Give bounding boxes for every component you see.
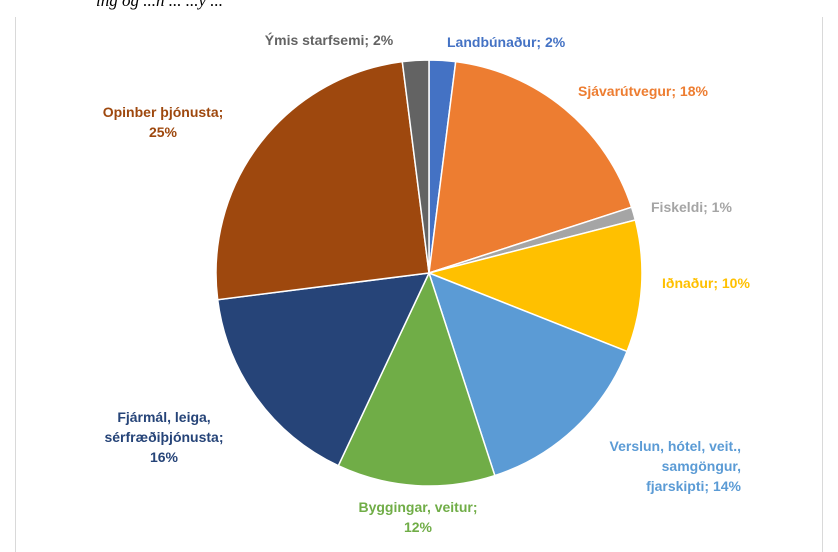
slice-label-opinber-jonusta: Opinber þjónusta; 25% [103, 104, 224, 140]
slice-label-landbuna-ur: Landbúnaður; 2% [447, 34, 566, 50]
slice-label-byggingar-veitur: Byggingar, veitur; 12% [358, 499, 477, 535]
pie-labels: Landbúnaður; 2% Sjávarútvegur; 18% Fiskeld… [103, 31, 751, 535]
pie-slice-sjavarutvegur [428, 60, 633, 275]
pie-slice-opinber-jonusta [215, 60, 430, 301]
chart-frame [15, 17, 823, 552]
pie-slices [215, 59, 643, 487]
chart-caption: ing og ...n ... ...ý ... [96, 0, 224, 10]
slice-label-ymis-starfsemi: Ýmis starfsemi; 2% [265, 31, 394, 48]
pie-slice-byggingar-veitur [337, 270, 496, 487]
slice-label-sjavarutvegur: Sjávarútvegur; 18% [578, 83, 708, 99]
pie-slice-ymis-starfsemi [401, 59, 430, 274]
slice-label-i-na-ur: Iðnaður; 10% [662, 275, 750, 291]
slice-label-verslun-hotel-veit-samgongur-fjarskipti: Verslun, hótel, veit., samgöngur, fjarskip… [610, 438, 742, 494]
pie-slice-i-na-ur [426, 219, 643, 353]
pie-slice-fjarmal-leiga-serfr-i-jonusta [216, 272, 431, 467]
pie-chart: Landbúnaður; 2% Sjávarútvegur; 18% Fiskeld… [103, 31, 751, 535]
slice-label-fiskeldi: Fiskeldi; 1% [651, 199, 732, 215]
slice-label-fjarmal-leiga-serfr-i-jonusta: Fjármál, leiga, sérfræðiþjónusta; 16% [104, 409, 223, 465]
